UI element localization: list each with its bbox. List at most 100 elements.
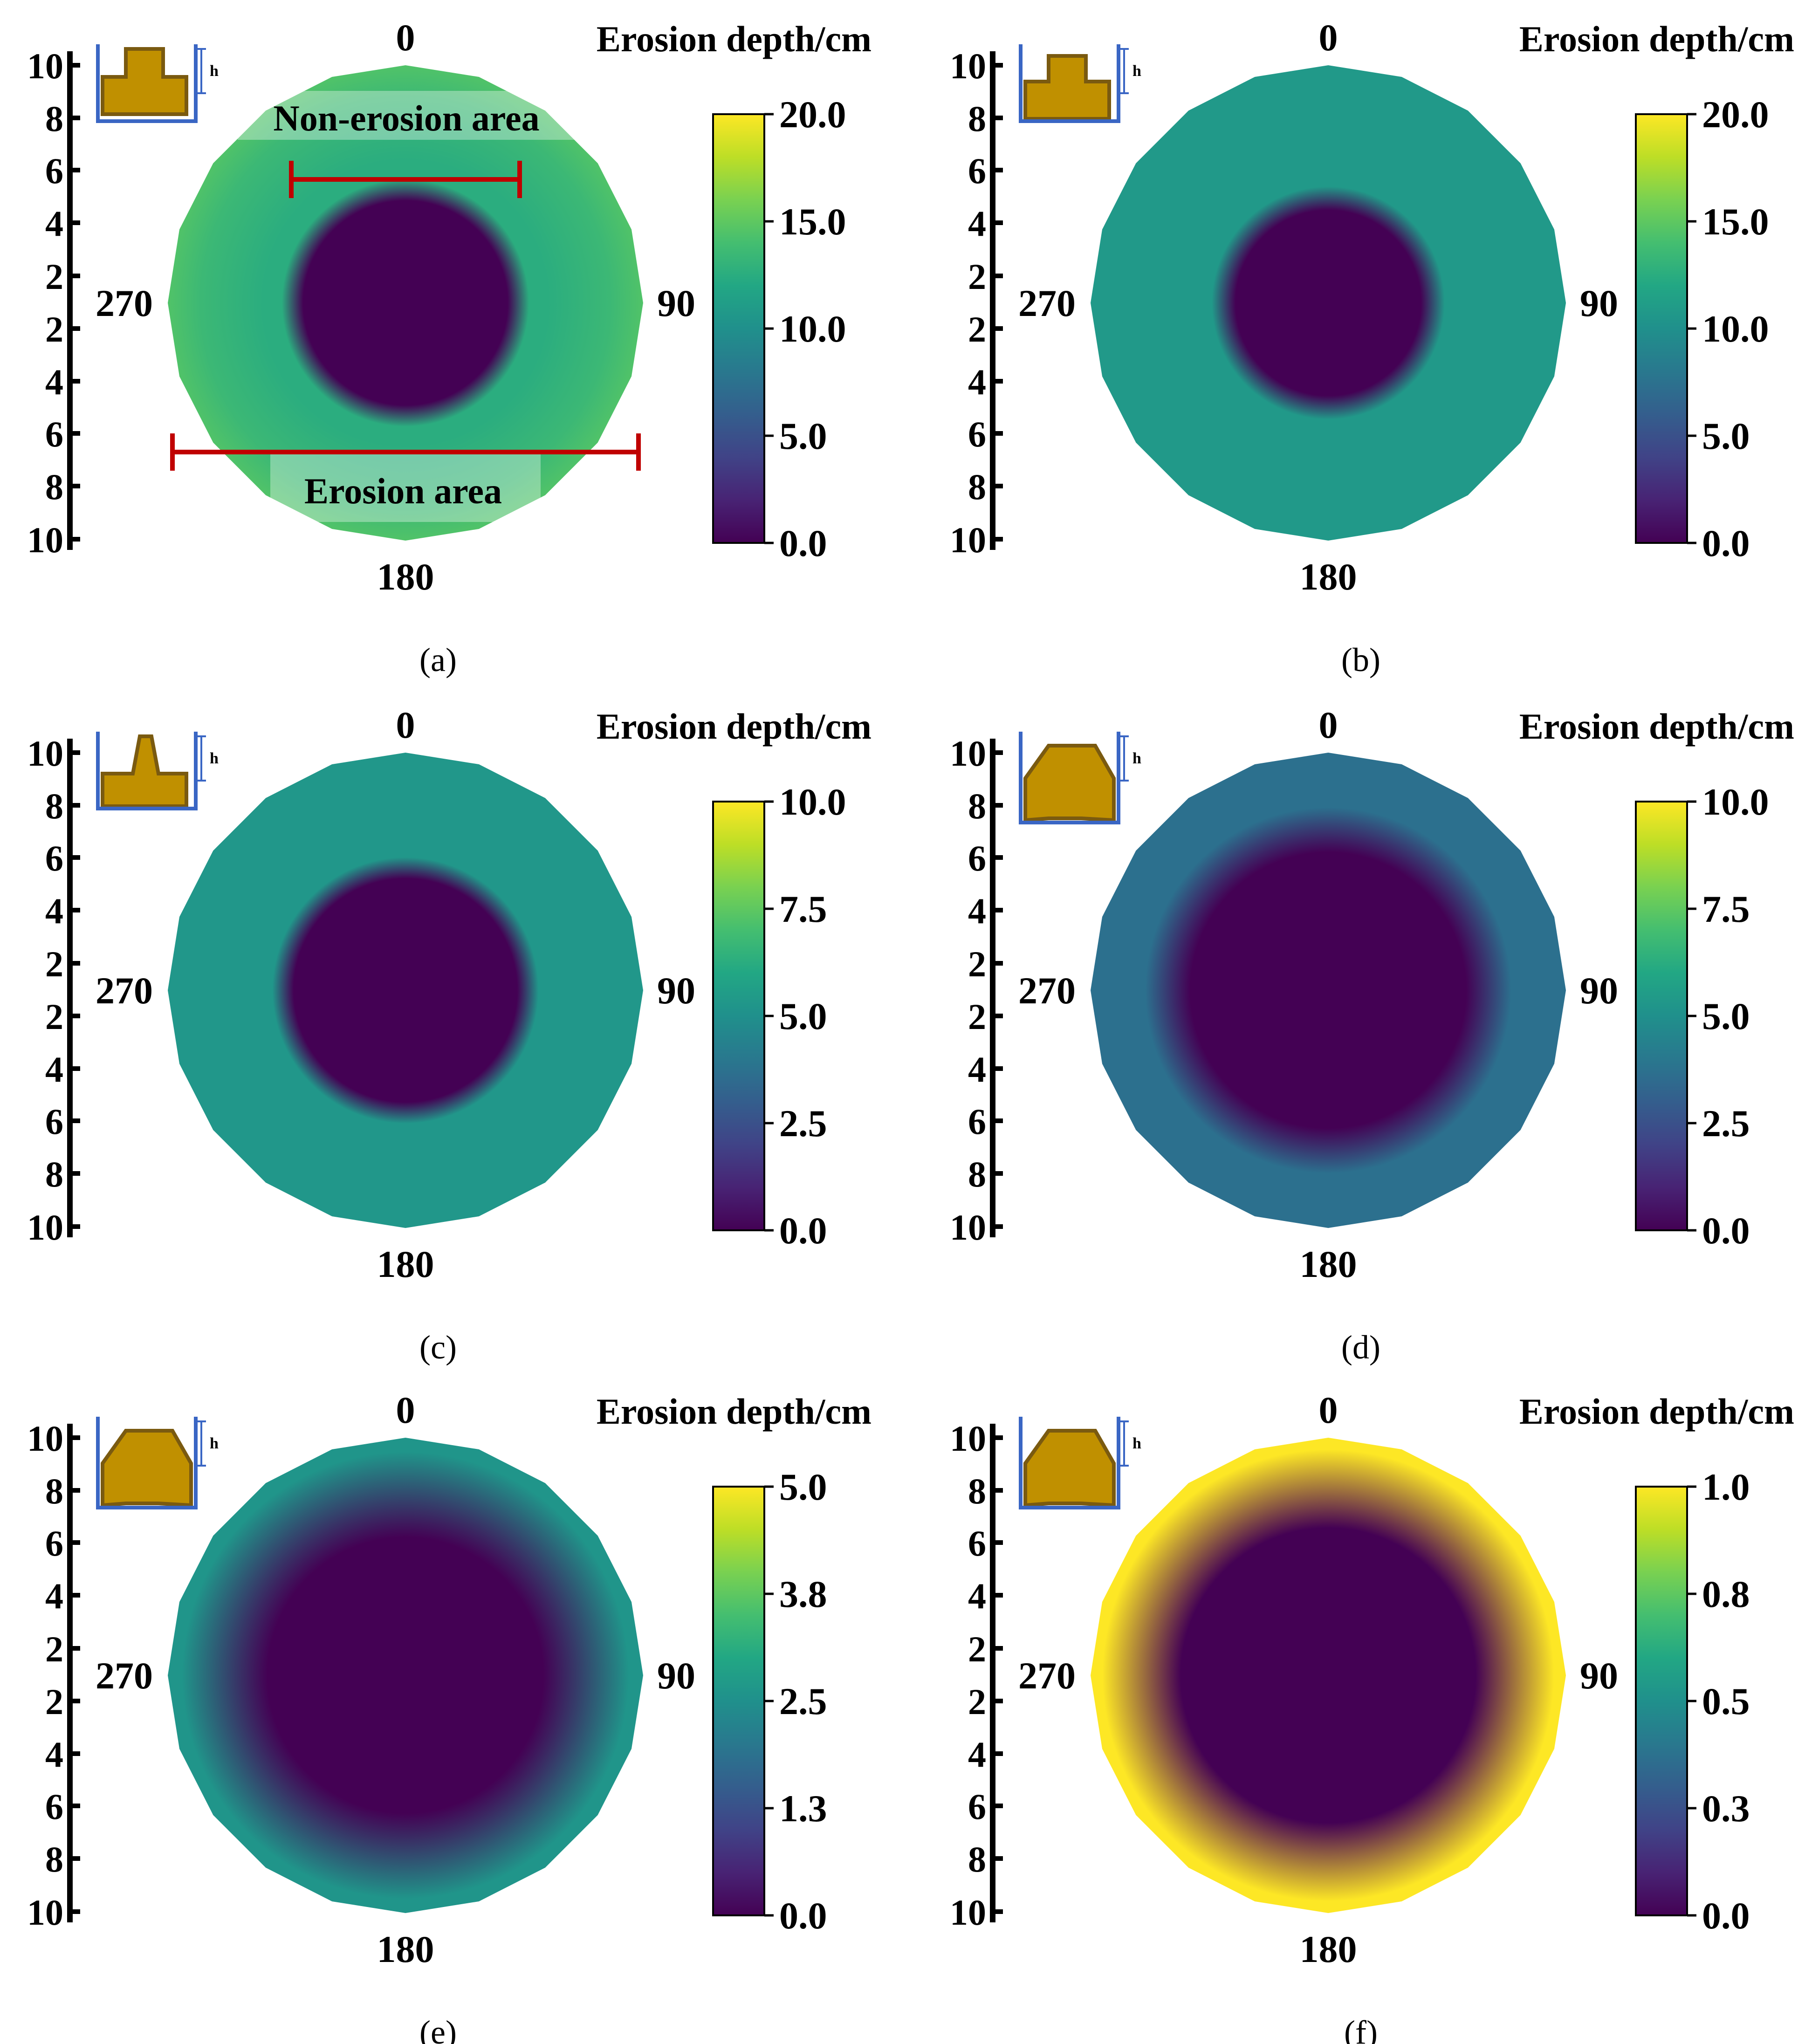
colorbar-title: Erosion depth/cm [1519,19,1794,59]
radial-tick-label: 6 [45,1523,63,1564]
radial-tick-label: 10 [950,733,986,774]
angle-label-270: 270 [96,282,153,324]
radial-tick-label: 6 [968,838,986,878]
radial-tick-label: 10 [950,520,986,560]
structure-shape [1023,1429,1116,1508]
structure-icon: h [1019,44,1141,123]
colorbar-tick-label: 2.5 [779,1680,827,1722]
panel-label: (b) [1341,641,1380,679]
radial-tick-label: 6 [968,1101,986,1142]
radial-tick-label: 6 [45,838,63,878]
radial-tick-label: 10 [27,733,63,774]
radial-tick-label: 8 [45,786,63,826]
tank-outline [96,732,198,810]
angle-label-270: 270 [1018,282,1076,324]
radial-tick-label: 2 [968,944,986,984]
angle-label-180: 180 [377,556,434,598]
panel-e: 0 90 180 270 10 8 6 4 2 2 4 6 8 10 Erosion depth/cm 0.0… [27,1389,872,2044]
colorbar [1635,801,1688,1231]
panel-c: 0 90 180 270 10 8 6 4 2 2 4 6 8 10 Erosion depth/cm 0.0… [27,704,872,1366]
colorbar-tick-label: 0.0 [1702,522,1750,564]
radial-tick-label: 4 [45,1576,63,1616]
angle-label-180: 180 [377,1928,434,1970]
tank-outline [1019,44,1120,123]
angle-label-90: 90 [657,969,695,1012]
radial-tick-label: 6 [968,1523,986,1564]
colorbar [712,801,765,1231]
colorbar-title: Erosion depth/cm [597,19,872,59]
colorbar-tick-label: 3.8 [779,1573,827,1615]
panel-d: 0 90 180 270 10 8 6 4 2 2 4 6 8 10 Erosion depth/cm 0.0… [950,704,1794,1366]
colorbar-tick-label: 1.0 [1702,1466,1750,1508]
structure-icon: h [1019,732,1141,824]
radial-tick-label: 4 [45,1049,63,1090]
colorbar-title: Erosion depth/cm [1519,706,1794,747]
colorbar-tick-label: 5.0 [779,1466,827,1508]
colorbar [712,1486,765,1916]
radial-tick-label: 8 [45,1839,63,1879]
radial-tick-label: 10 [27,1418,63,1459]
radial-tick-label: 4 [45,362,63,402]
radial-tick-label: 10 [27,1207,63,1248]
colorbar-tick-label: 0.0 [1702,1209,1750,1252]
panel-label: (f) [1344,2014,1378,2044]
colorbar-tick-label: 0.5 [1702,1680,1750,1722]
erosion-heatmap [1091,1438,1566,1913]
annotations: Non-erosion area Erosion area [170,91,641,522]
panel-a: 0 90 180 270 10 8 6 4 2 2 4 6 8 10 Erosion depth/cm 0.0… [27,16,872,679]
radial-tick-label: 10 [950,1892,986,1933]
colorbar-tick-label: 10.0 [1702,781,1769,823]
radial-tick-label: 4 [45,891,63,931]
angle-label-270: 270 [96,969,153,1012]
structure-icon: h [96,732,219,810]
height-label: h [210,1435,219,1452]
colorbar-tick-label: 5.0 [1702,995,1750,1037]
radial-tick-label: 2 [968,996,986,1037]
angle-label-180: 180 [1300,556,1357,598]
colorbar-tick-label: 10.0 [779,781,846,823]
colorbar-title: Erosion depth/cm [597,1391,872,1432]
colorbar-tick-label: 0.3 [1702,1787,1750,1830]
erosion-heatmap [1091,65,1566,541]
angle-label-270: 270 [1018,1654,1076,1697]
colorbar [712,113,765,544]
colorbar-tick-label: 20.0 [1702,93,1769,136]
radial-tick-label: 10 [950,1207,986,1248]
angle-label-0: 0 [396,16,415,59]
radial-tick-label: 8 [968,1839,986,1879]
panel-f: 0 90 180 270 10 8 6 4 2 2 4 6 8 10 Erosion depth/cm 0.0… [950,1389,1794,2044]
radial-tick-label: 10 [27,520,63,560]
colorbar-tick-label: 0.0 [779,1209,827,1252]
colorbar-tick-label: 0.0 [779,1894,827,1937]
colorbar-tick-label: 15.0 [1702,200,1769,243]
radial-tick-label: 8 [45,466,63,507]
radial-tick-label: 10 [950,46,986,86]
panel-label: (e) [419,2014,457,2044]
colorbar-title: Erosion depth/cm [597,706,872,747]
radial-tick-label: 4 [968,362,986,402]
radial-tick-label: 10 [27,1892,63,1933]
label-box [238,91,583,140]
radial-tick-label: 2 [968,1681,986,1722]
colorbar-tick-label: 2.5 [779,1102,827,1145]
colorbar-tick-label: 10.0 [1702,308,1769,350]
colorbar-tick-label: 0.0 [779,522,827,564]
radial-tick-label: 6 [968,1786,986,1827]
panel-label: (d) [1341,1329,1380,1366]
angle-label-90: 90 [657,282,695,324]
radial-tick-label: 4 [45,203,63,244]
radial-tick-label: 2 [968,256,986,297]
colorbar-tick-label: 7.5 [1702,888,1750,930]
angle-label-0: 0 [1319,16,1338,59]
panel-b: 0 90 180 270 10 8 6 4 2 2 4 6 8 10 Erosion depth/cm 0.0… [950,16,1794,679]
radial-tick-label: 2 [45,309,63,350]
colorbar-tick-label: 5.0 [1702,415,1750,457]
radial-tick-label: 2 [45,1629,63,1669]
colorbar-title: Erosion depth/cm [1519,1391,1794,1432]
radial-tick-label: 2 [45,944,63,984]
structure-shape [101,734,188,808]
height-label: h [1132,750,1141,767]
angle-label-90: 90 [1580,282,1618,324]
angle-label-0: 0 [1319,1389,1338,1431]
colorbar-tick-label: 0.0 [1702,1894,1750,1937]
